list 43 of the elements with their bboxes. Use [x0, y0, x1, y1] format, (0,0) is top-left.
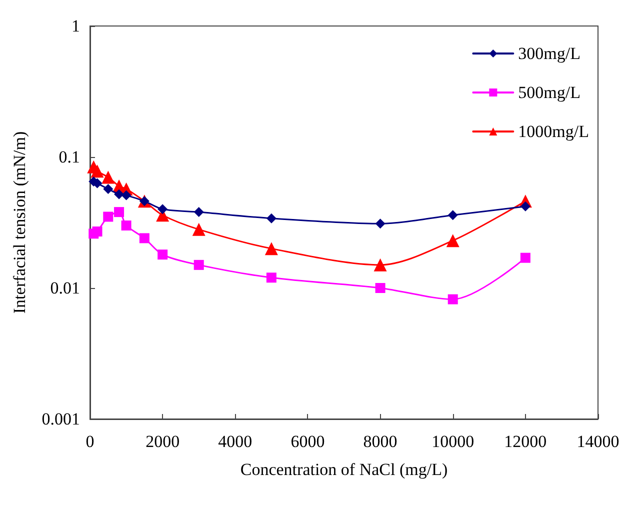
x-tick-label: 12000	[504, 432, 547, 451]
y-axis-title: Interfacial tension (mN/m)	[10, 131, 29, 314]
x-tick-label: 4000	[218, 432, 252, 451]
point	[114, 207, 124, 218]
x-axis-title: Concentration of NaCl (mg/L)	[240, 460, 448, 479]
point	[121, 190, 132, 200]
point	[92, 226, 102, 236]
point	[448, 210, 458, 220]
legend-label: 1000mg/L	[518, 122, 590, 141]
legend-label: 500mg/L	[518, 83, 581, 102]
point	[158, 250, 168, 260]
point	[264, 242, 278, 256]
point	[375, 218, 386, 229]
y-tick-label: 0.1	[58, 148, 80, 166]
point	[90, 164, 104, 178]
point	[192, 222, 206, 236]
x-tick-label: 10000	[432, 432, 474, 451]
point	[121, 220, 132, 230]
point	[139, 233, 150, 244]
point	[520, 201, 530, 212]
point	[103, 212, 114, 222]
point	[266, 213, 276, 224]
point	[374, 258, 387, 272]
point	[446, 234, 460, 248]
point	[102, 170, 115, 184]
point	[194, 260, 204, 270]
point	[375, 283, 386, 293]
point	[266, 272, 276, 283]
point	[158, 204, 168, 214]
x-tick-label: 6000	[290, 432, 325, 451]
point	[520, 252, 530, 263]
point	[103, 184, 114, 194]
point	[448, 294, 458, 304]
point	[194, 207, 204, 218]
y-tick-label: 0.01	[50, 278, 80, 298]
point	[114, 189, 124, 200]
x-tick-label: 0	[86, 432, 94, 451]
legend-label: 300mg/L	[518, 44, 581, 63]
x-tick-label: 2000	[146, 432, 180, 451]
x-tick-label: 8000	[363, 432, 398, 451]
x-tick-label: 14000	[576, 432, 620, 451]
y-tick-label: 1	[72, 16, 80, 36]
y-tick-label: 0.001	[42, 410, 80, 428]
